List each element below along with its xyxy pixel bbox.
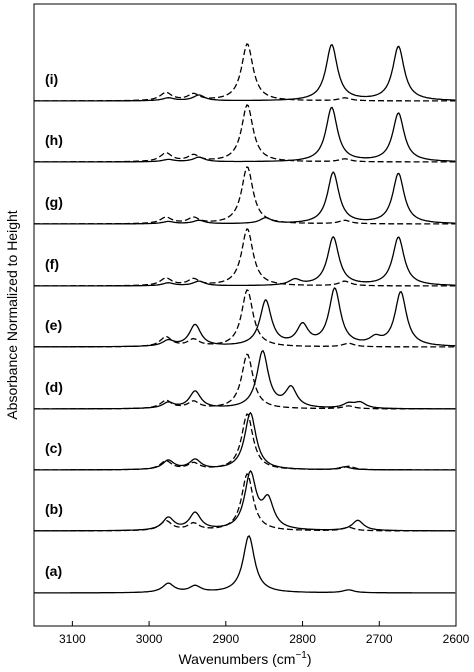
spectrum-i-dashed <box>34 43 456 102</box>
spectrum-d-solid <box>34 349 456 410</box>
spectrum-b-solid <box>34 469 456 532</box>
panel-label-d: (d) <box>45 379 63 395</box>
spectrum-g-dashed <box>34 166 456 225</box>
spectrum-b-dashed <box>34 473 456 532</box>
x-tick-label-2700: 2700 <box>366 632 393 646</box>
spectrum-a-solid <box>34 535 456 594</box>
panel-labels: (a) (b) (c) (d) (e) (f) (g) (h) (i) <box>45 71 63 579</box>
x-tick-label-2800: 2800 <box>289 632 316 646</box>
panel-label-a: (a) <box>45 563 62 579</box>
spectrum-i-solid <box>34 43 456 102</box>
x-axis-label-main: Wavenumbers (cm <box>178 651 295 667</box>
panel-label-g: (g) <box>45 194 63 210</box>
spectra-curves <box>34 43 456 594</box>
panel-label-c: (c) <box>45 440 62 456</box>
y-axis-label: Absorbance Normalized to Height <box>4 210 20 419</box>
plot-frame <box>33 3 457 627</box>
x-axis-label-superscript: −1 <box>295 650 307 661</box>
x-axis-label-close: ) <box>307 651 312 667</box>
x-tick-label-3000: 3000 <box>136 632 163 646</box>
spectrum-f-solid <box>34 235 456 287</box>
x-axis-ticks: 3100 3000 2900 2800 2700 2600 <box>59 621 470 646</box>
spectrum-e-dashed <box>34 289 456 348</box>
panel-label-i: (i) <box>45 71 58 87</box>
x-tick-label-2900: 2900 <box>212 632 239 646</box>
panel-label-f: (f) <box>45 256 59 272</box>
spectrum-c-solid <box>34 411 456 471</box>
spectrum-f-dashed <box>34 228 456 287</box>
panel-label-e: (e) <box>45 317 62 333</box>
spectrum-g-solid <box>34 171 456 225</box>
panel-label-b: (b) <box>45 501 63 517</box>
spectrum-h-solid <box>34 106 456 163</box>
panel-label-h: (h) <box>45 132 63 148</box>
x-tick-label-2600: 2600 <box>443 632 470 646</box>
x-tick-label-3100: 3100 <box>59 632 86 646</box>
spectrum-e-solid <box>34 287 456 348</box>
spectrum-h-dashed <box>34 104 456 163</box>
spectrum-c-dashed <box>34 413 456 471</box>
x-axis-label: Wavenumbers (cm−1) <box>178 650 311 667</box>
